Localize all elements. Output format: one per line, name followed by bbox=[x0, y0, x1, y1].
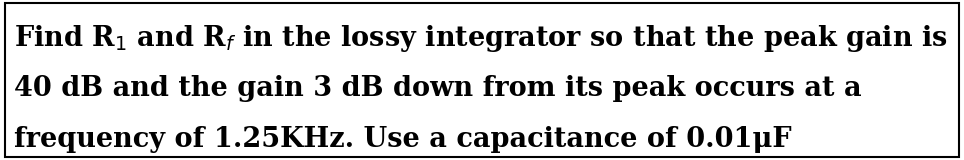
FancyBboxPatch shape bbox=[5, 3, 959, 157]
Text: 40 dB and the gain 3 dB down from its peak occurs at a: 40 dB and the gain 3 dB down from its pe… bbox=[14, 75, 862, 101]
Text: frequency of 1.25KHz. Use a capacitance of 0.01μF: frequency of 1.25KHz. Use a capacitance … bbox=[14, 126, 792, 153]
Text: Find R$_1$ and R$_f$ in the lossy integrator so that the peak gain is: Find R$_1$ and R$_f$ in the lossy integr… bbox=[14, 23, 949, 54]
